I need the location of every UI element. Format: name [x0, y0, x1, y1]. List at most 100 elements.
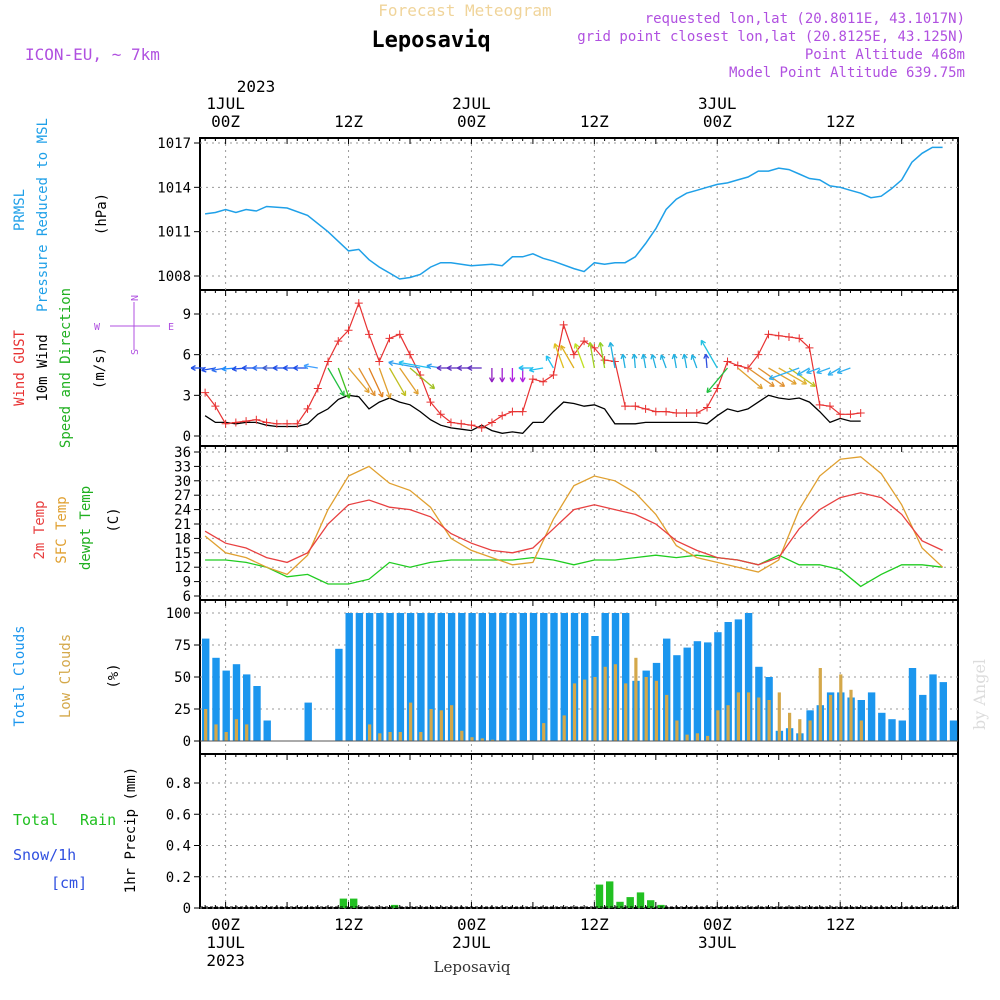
- wind-arrow: [768, 367, 797, 385]
- wind-arrow-head: [436, 365, 442, 371]
- total-cloud-bar: [396, 613, 405, 741]
- total-cloud-bar: [560, 613, 568, 741]
- wind-arrow-head: [221, 365, 227, 372]
- gust-point: [201, 388, 210, 397]
- requested-coords: requested lon,lat (20.8011E, 43.1017N): [645, 11, 965, 27]
- total-cloud-bar: [417, 613, 425, 741]
- gust-point: [313, 384, 322, 393]
- total-cloud-bar: [683, 647, 691, 741]
- total-cloud-bar: [704, 642, 712, 741]
- rain-label-rain: Rain: [80, 811, 116, 829]
- low-cloud-bar: [470, 737, 474, 741]
- wind-arrow-head: [190, 365, 196, 371]
- gust-point: [651, 407, 660, 416]
- wind-arrow-head: [650, 354, 657, 360]
- wind-arrow: [201, 367, 216, 372]
- gust-point: [682, 408, 691, 417]
- y-tick-label-temp: 15: [174, 546, 191, 562]
- top-year: 2023: [237, 77, 276, 96]
- y-tick-label-pressure: 1008: [157, 269, 191, 285]
- low-cloud-bar: [675, 720, 679, 741]
- wind-arrow-head: [241, 365, 248, 371]
- top-time-label: 3JUL: [698, 94, 737, 113]
- low-cloud-bar: [859, 720, 863, 741]
- panel-frame-precip: [199, 753, 959, 909]
- top-time-label: 2JUL: [452, 94, 491, 113]
- wind-arrow-head: [806, 368, 812, 375]
- total-cloud-bar: [673, 655, 681, 741]
- gust-point: [334, 337, 343, 346]
- rain-bar: [350, 898, 358, 908]
- low-cloud-bar: [450, 705, 454, 741]
- rain-bar: [647, 900, 655, 908]
- low-cloud-bar: [388, 732, 392, 741]
- gust-point: [784, 333, 793, 342]
- wind-arrow-head: [796, 370, 803, 376]
- plot-area: 1008101110141017036969121518212427303336…: [157, 94, 959, 970]
- top-time-label: 00Z: [457, 112, 486, 131]
- low-cloud-bar: [726, 705, 730, 741]
- total-cloud-bar: [263, 720, 271, 741]
- snow-unit-label: [cm]: [51, 874, 87, 892]
- wind-arrow-head: [816, 368, 822, 375]
- low-cloud-bar: [624, 683, 628, 741]
- top-time-label: 1JUL: [206, 94, 245, 113]
- low-cloud-bar: [439, 710, 443, 741]
- gust-point: [590, 343, 599, 352]
- gust-point: [528, 375, 537, 384]
- wind-arrow-head: [757, 383, 763, 390]
- wind-arrow-head: [201, 366, 207, 373]
- wind-arrow: [700, 339, 718, 369]
- low-cloud-bar: [788, 712, 792, 741]
- snow-label: Snow/1h: [13, 846, 76, 864]
- rain-bar: [616, 901, 624, 909]
- total-cloud-bar: [581, 613, 589, 741]
- wind-arrow: [827, 367, 841, 376]
- low-cloud-bar: [234, 719, 238, 741]
- low-cloud-bar: [542, 723, 546, 741]
- y-tick-label-temp: 33: [174, 459, 191, 475]
- wind-arrow-head: [769, 381, 775, 388]
- wind-arrow-head: [827, 370, 834, 376]
- gust-line: [204, 301, 861, 429]
- total-cloud-bar: [519, 613, 527, 741]
- wind-arrow-head: [231, 365, 237, 372]
- gust-point: [426, 398, 435, 407]
- total-cloud-bar: [427, 613, 435, 741]
- total-cloud-bar: [949, 720, 958, 741]
- low-cloud-bar: [654, 680, 658, 741]
- top-time-label: 12Z: [580, 112, 609, 131]
- gust-point: [344, 326, 353, 335]
- wind-arrow-head: [282, 365, 289, 371]
- low-cloud-bar: [460, 730, 464, 741]
- wind-arrow-head: [640, 353, 647, 360]
- gust-point: [672, 408, 681, 417]
- wind-arrow-head: [378, 391, 384, 398]
- bottom-time-label: 2023: [206, 951, 245, 970]
- wind-arrow: [737, 367, 763, 390]
- low-cloud-bar: [490, 739, 495, 741]
- wind-line: [204, 394, 861, 434]
- total-cloud-bar: [714, 632, 722, 741]
- gust-point: [600, 356, 609, 365]
- low-cloud-bar: [665, 694, 669, 741]
- low-cloud-bar: [245, 724, 249, 741]
- total-cloud-bar: [908, 668, 917, 741]
- wind-arrow: [599, 342, 606, 369]
- wind-arrow: [633, 354, 636, 369]
- wind-arrow: [651, 354, 657, 369]
- gust-point: [713, 384, 722, 393]
- low-cloud-bar: [409, 702, 413, 741]
- pressure-line: [204, 146, 943, 280]
- low-cloud-bar: [695, 733, 699, 741]
- wind-arrow-head: [345, 392, 351, 399]
- gust-point: [457, 419, 466, 428]
- y-tick-label-pressure: 1011: [157, 225, 191, 241]
- total-cloud-bar: [929, 674, 937, 741]
- total-cloud-bar: [468, 613, 476, 741]
- wind-arrow: [768, 367, 800, 380]
- total-cloud-bar: [878, 712, 886, 741]
- y-tick-label-clouds: 0: [183, 734, 191, 750]
- wind-arrow-head: [810, 381, 816, 388]
- wind-arrow-head: [545, 355, 552, 361]
